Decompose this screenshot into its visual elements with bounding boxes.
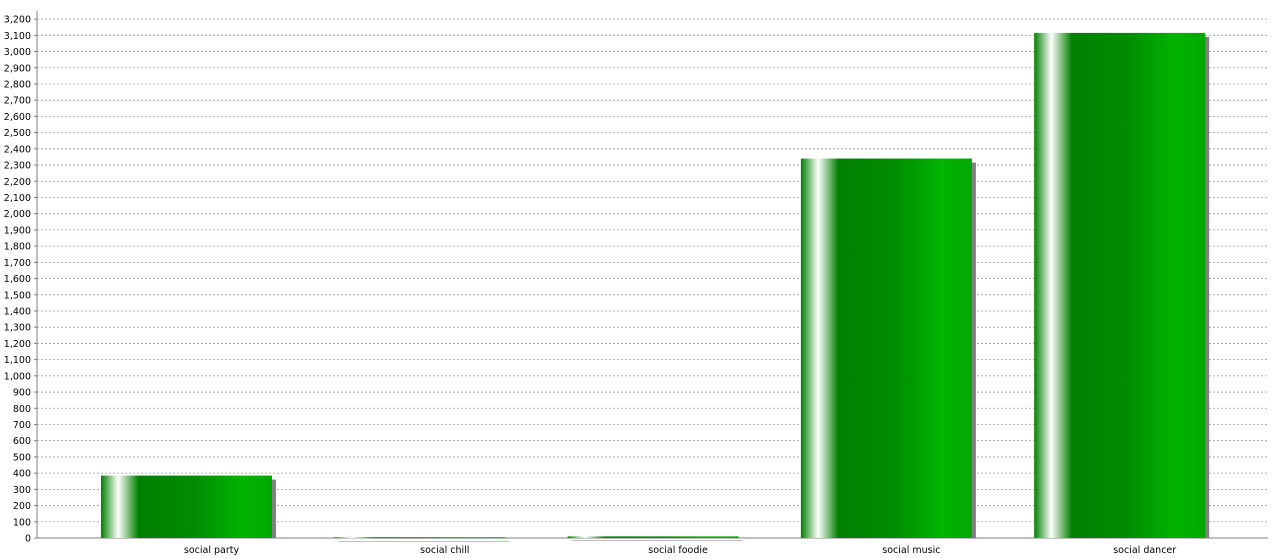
y-tick-label: 900 <box>13 388 31 399</box>
y-tick-label: 1,000 <box>4 371 31 382</box>
y-tick-label: 1,200 <box>4 339 31 350</box>
y-tick-label: 1,700 <box>4 258 31 269</box>
y-tick-label: 1,600 <box>4 274 31 285</box>
y-tick-label: 600 <box>13 436 31 447</box>
bar-social-foodie <box>567 536 739 538</box>
y-tick-label: 2,300 <box>4 161 31 172</box>
x-tick-labels: social party social chill social foodie soc… <box>184 545 1176 556</box>
x-tick-label: social party <box>184 545 240 555</box>
y-tick-label: 2,800 <box>4 79 31 90</box>
y-tick-label: 2,700 <box>4 96 31 107</box>
y-tick-label: 2,500 <box>4 128 31 139</box>
y-tick-label: 1,400 <box>4 306 31 317</box>
x-tick-label: social chill <box>420 545 469 555</box>
y-tick-label: 3,100 <box>4 31 31 42</box>
y-tick-label: 400 <box>13 469 31 480</box>
x-tick-label: social dancer <box>1113 545 1176 555</box>
y-tick-label: 300 <box>13 485 31 496</box>
bar-shadow <box>571 540 743 541</box>
y-tick-label: 3,200 <box>4 15 31 26</box>
y-tick-label: 100 <box>13 517 31 528</box>
y-tick-label: 200 <box>13 501 31 512</box>
bar-social-chill <box>334 537 506 539</box>
bar-shadow <box>338 541 510 542</box>
y-tick-label: 2,200 <box>4 177 31 188</box>
y-tick-labels: 0 100 200 300 400 500 600 700 800 900 1,000 1,100 1,… <box>4 15 31 545</box>
bar-social-music <box>800 158 972 538</box>
bar-social-dancer <box>1034 32 1206 538</box>
y-tick-label: 1,900 <box>4 225 31 236</box>
y-tick-label: 500 <box>13 452 31 463</box>
y-tick-label: 2,000 <box>4 209 31 220</box>
y-tick-label: 2,400 <box>4 144 31 155</box>
y-tick-label: 1,800 <box>4 242 31 253</box>
y-tick-label: 2,600 <box>4 112 31 123</box>
y-tick-label: 2,900 <box>4 63 31 74</box>
bar-social-party <box>101 475 272 538</box>
y-tick-label: 1,100 <box>4 355 31 366</box>
x-tick-label: social music <box>882 545 940 555</box>
x-tick-label: social foodie <box>648 545 708 555</box>
y-tick-label: 3,000 <box>4 47 31 58</box>
bars <box>101 32 1210 542</box>
y-tick-label: 700 <box>13 420 31 431</box>
y-tick-label: 800 <box>13 404 31 415</box>
y-tick-label: 1,300 <box>4 323 31 334</box>
y-tick-label: 0 <box>25 534 31 545</box>
y-tick-label: 2,100 <box>4 193 31 204</box>
y-tick-label: 1,500 <box>4 290 31 301</box>
